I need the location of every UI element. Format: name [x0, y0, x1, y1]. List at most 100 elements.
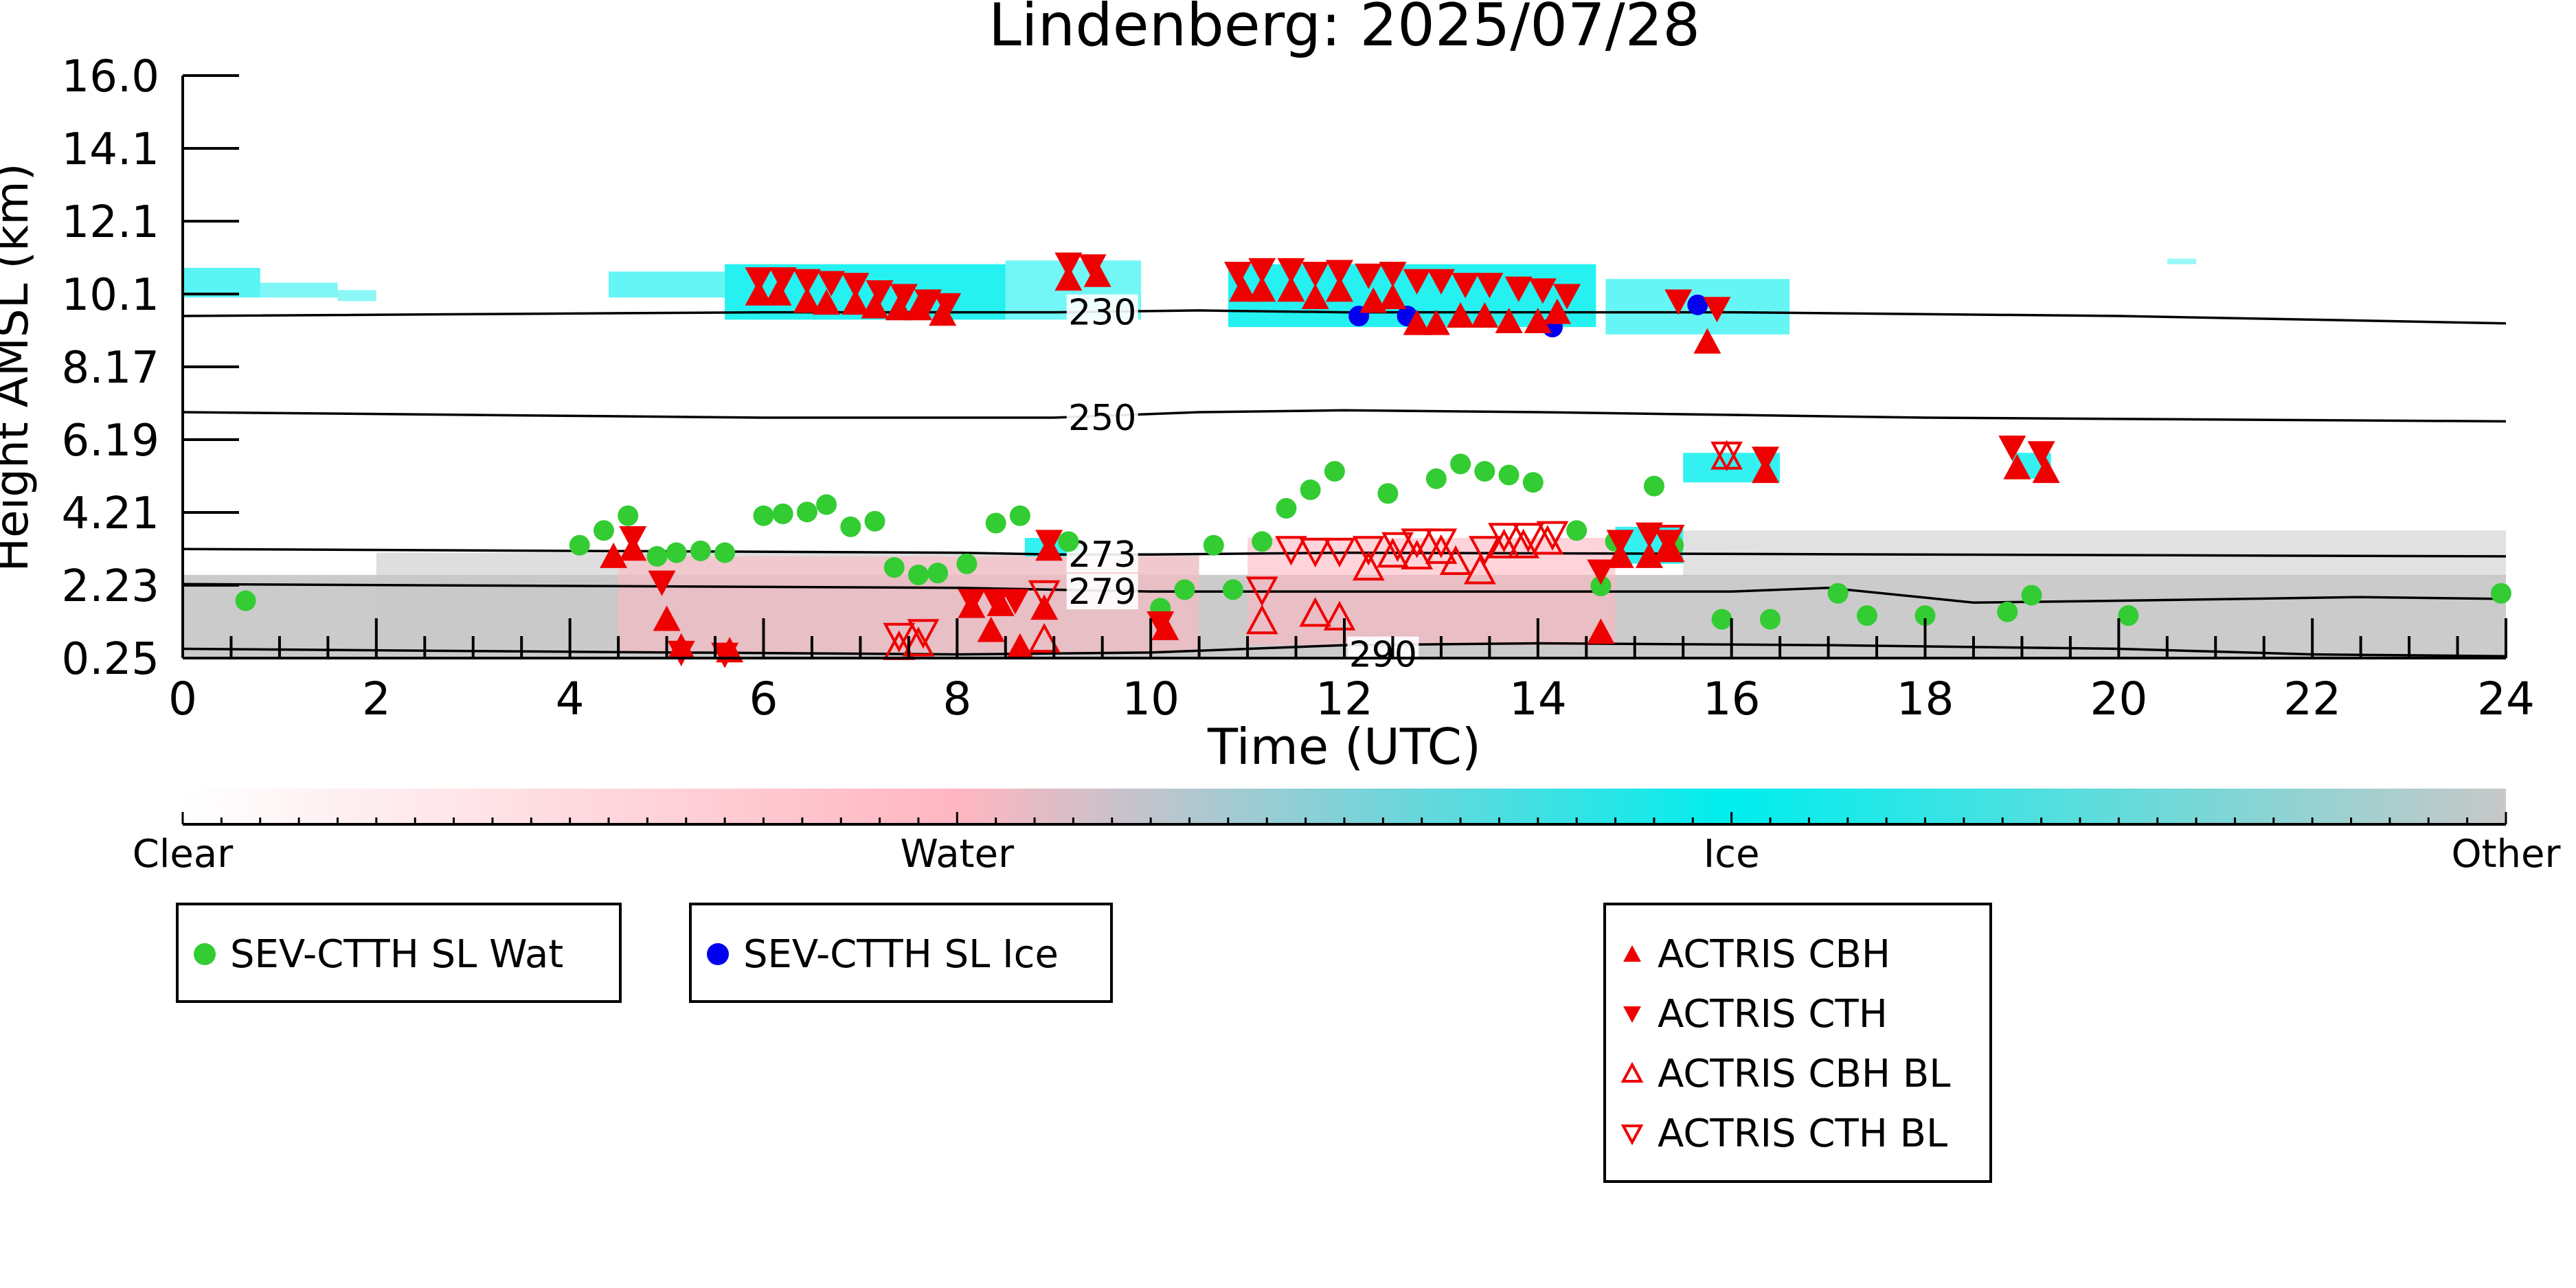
sev-ctth-sl-wat-point: [2021, 585, 2042, 606]
actris-cbh-point: [929, 300, 957, 326]
actris-cth-point: [958, 589, 986, 615]
sev-ctth-sl-wat-point: [690, 540, 711, 561]
x-tick-label: 18: [1897, 673, 1954, 725]
actris-cbh-point: [1422, 309, 1450, 335]
contour-label-bg: [1066, 574, 1138, 610]
contour-label-250: 250: [1068, 398, 1136, 439]
sev-ctth-sl-wat-point: [1203, 534, 1224, 556]
actris-cbh-point: [793, 287, 821, 313]
x-tick-label: 4: [556, 673, 585, 725]
sev-ctth-sl-wat-point: [816, 494, 837, 515]
contour-label-bg: [1066, 294, 1138, 330]
actris-cth-point: [1054, 252, 1083, 278]
sev-ctth-sl-wat-point: [796, 501, 817, 523]
legend-label: SEV-CTTH SL Ice: [743, 932, 1059, 977]
actris-cth-point: [914, 289, 942, 315]
actris-cth-bl-point: [1028, 580, 1061, 611]
ice-cloud-region: [609, 271, 725, 298]
actris-cbh-point: [1544, 298, 1571, 324]
contour-label-group: 250: [1066, 398, 1138, 439]
actris-cbh-bl-point: [1425, 534, 1458, 564]
x-tick-label: 10: [1122, 673, 1179, 725]
actris-cbh-point: [653, 605, 681, 631]
actris-cbh-bl-point: [1245, 604, 1278, 635]
actris-cth-bl-point: [1710, 441, 1743, 472]
sev-ctth-sl-wat-point: [714, 542, 736, 563]
sev-ctth-sl-wat-point: [1522, 472, 1544, 493]
x-tick-label: 6: [749, 673, 778, 725]
actris-cth-point: [1001, 589, 1029, 615]
actris-cth-point: [1553, 284, 1581, 310]
actris-cth-point: [1664, 289, 1693, 315]
actris-cbh-point: [1277, 276, 1305, 302]
actris-cth-point: [841, 273, 870, 299]
contour-label-bg: [1066, 400, 1138, 436]
sev-ctth-sl-ice-point: [1687, 294, 1708, 315]
actris-cbh-bl-point: [1439, 545, 1472, 575]
legend-box-2: SEV-CTTH SL Ice: [689, 903, 1113, 1003]
sev-ctth-sl-wat-point: [1856, 605, 1877, 626]
actris-cth-bl-point: [907, 619, 940, 649]
actris-cbh-bl-point: [1028, 622, 1061, 653]
x-tick-label: 22: [2283, 673, 2341, 725]
sev-ctth-sl-wat-point: [772, 504, 793, 525]
x-axis-label: Time (UTC): [1207, 718, 1481, 776]
x-tick-label: 12: [1315, 673, 1373, 725]
legend-frame: [689, 903, 1113, 1003]
ice-cloud-region: [260, 282, 338, 298]
ice-cloud-region: [183, 267, 260, 298]
actris-cth-point: [1587, 559, 1615, 585]
x-tick-label: 24: [2477, 673, 2535, 725]
y-tick-label: 6.19: [62, 416, 160, 466]
actris-cbh-point: [1326, 276, 1353, 302]
actris-cth-point: [1301, 262, 1329, 288]
sev-ctth-sl-wat-point: [1425, 468, 1447, 489]
sev-ctth-sl-wat-point: [2490, 583, 2511, 604]
legend-label: SEV-CTTH SL Wat: [230, 932, 563, 977]
actris-cbh-bl-point: [1299, 597, 1332, 627]
contour-label-group: 230: [1066, 293, 1138, 334]
legend-label: ACTRIS CBH BL: [1658, 1052, 1950, 1096]
actris-cbh-bl-point: [1401, 539, 1434, 569]
x-tick-label: 2: [362, 673, 391, 725]
actris-cth-bl-point: [1323, 537, 1356, 568]
ice-cloud-region: [2167, 258, 2197, 264]
contour-label-230: 230: [1068, 293, 1136, 334]
sev-ctth-sl-wat-point: [1324, 461, 1345, 482]
actris-cth-point: [1427, 269, 1455, 295]
contour-label-273: 273: [1068, 534, 1136, 576]
actris-cbh-point: [841, 289, 870, 315]
legend-label: ACTRIS CBH: [1658, 932, 1890, 977]
actris-cth-bl-point: [1425, 528, 1458, 558]
actris-cbh-point: [745, 280, 773, 306]
sev-ctth-sl-wat-point: [666, 542, 687, 563]
actris-cbh-bl-point: [1352, 550, 1385, 581]
sev-ctth-sl-wat-point: [1760, 609, 1781, 630]
actris-cth-point: [1528, 278, 1557, 304]
actris-cbh-point: [905, 295, 932, 321]
actris-cth-bl-point: [1275, 536, 1307, 566]
sev-ctth-sl-wat-point: [1252, 531, 1273, 552]
contour-line-250: [182, 409, 2507, 423]
actris-cbh-point: [1447, 302, 1475, 328]
actris-cth-point: [793, 269, 821, 295]
sev-ctth-sl-wat-point: [2118, 605, 2139, 626]
sev-ctth-sl-wat-point: [1643, 475, 1664, 497]
actris-cth-bl-point: [1401, 528, 1434, 558]
actris-cth-point: [1355, 263, 1383, 289]
colorbar-label-other: Other: [2451, 832, 2561, 877]
actris-cth-point: [1451, 273, 1480, 299]
colorbar-ticks: [181, 812, 2507, 824]
actris-cbh-bl-point: [1652, 532, 1685, 563]
sev-ctth-sl-wat-point: [1377, 483, 1399, 504]
actris-cbh-point: [1006, 633, 1034, 659]
legend-marker: [1623, 1006, 1641, 1023]
actris-cbh-bl-point: [1488, 528, 1520, 558]
colorbar-labels: Clear Water Ice Other: [133, 832, 2562, 877]
actris-cbh-point: [1379, 284, 1407, 309]
sev-ctth-sl-wat-point: [883, 557, 905, 578]
actris-cth-bl-point: [1245, 576, 1278, 607]
actris-cbh-point: [1471, 302, 1499, 328]
actris-cth-point: [1078, 254, 1107, 280]
sev-ctth-sl-wat-point: [1276, 497, 1297, 519]
